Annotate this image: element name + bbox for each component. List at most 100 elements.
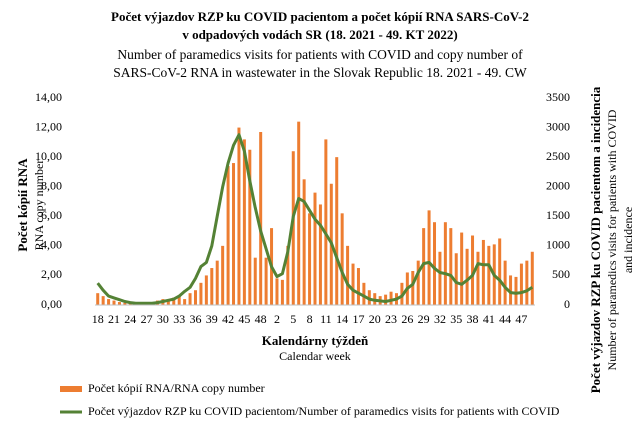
bar xyxy=(476,251,480,305)
chart-title: v odpadových vodách SR (18. 2021 - 49. K… xyxy=(182,27,457,42)
x-tick-label: 8 xyxy=(307,312,313,326)
legend-swatch xyxy=(60,386,82,392)
x-tick-label: 30 xyxy=(157,312,169,326)
x-tick-label: 5 xyxy=(290,312,296,326)
bar xyxy=(438,251,442,305)
bar xyxy=(384,294,388,305)
bar xyxy=(259,132,263,305)
y-tick-label: 6,00 xyxy=(41,208,62,222)
x-tick-label: 2 xyxy=(274,312,280,326)
x-tick-label: 42 xyxy=(222,312,234,326)
x-tick-label: 21 xyxy=(108,312,120,326)
bar xyxy=(427,210,431,305)
bar xyxy=(183,299,187,305)
x-tick-label: 48 xyxy=(255,312,267,326)
x-tick-label: 35 xyxy=(450,312,462,326)
x-tick-label: 17 xyxy=(352,312,364,326)
bar xyxy=(460,232,464,305)
bar xyxy=(172,297,176,305)
bar xyxy=(117,302,121,305)
bar xyxy=(313,192,317,305)
chart-title: Počet výjazdov RZP ku COVID pacientom a … xyxy=(111,9,529,24)
bar xyxy=(286,245,290,305)
bar xyxy=(210,268,214,305)
bar xyxy=(519,263,523,305)
y-axis-title: RNA copy number xyxy=(32,160,46,251)
x-tick-label: 44 xyxy=(499,312,511,326)
x-tick-label: 29 xyxy=(418,312,430,326)
bar xyxy=(112,300,116,305)
x-tick-label: 27 xyxy=(141,312,153,326)
bar xyxy=(96,293,100,305)
y2-tick-label: 500 xyxy=(552,267,570,281)
bar xyxy=(471,235,475,305)
x-tick-label: 41 xyxy=(483,312,495,326)
bar xyxy=(411,270,415,305)
bar xyxy=(465,248,469,305)
bar xyxy=(123,302,127,305)
y2-tick-label: 1500 xyxy=(546,208,570,222)
bar xyxy=(221,245,225,305)
bar xyxy=(188,293,192,305)
bar xyxy=(232,163,236,305)
y2-tick-label: 0 xyxy=(564,297,570,311)
y2-tick-label: 3000 xyxy=(546,119,570,133)
bar xyxy=(514,276,518,305)
bar xyxy=(237,127,241,305)
x-tick-label: 26 xyxy=(401,312,413,326)
bar xyxy=(324,139,328,305)
bar xyxy=(302,179,306,305)
bar xyxy=(449,228,453,305)
bar xyxy=(422,228,426,305)
y2-tick-label: 2000 xyxy=(546,178,570,192)
bar xyxy=(291,151,295,305)
bar xyxy=(204,275,208,305)
x-tick-label: 36 xyxy=(189,312,201,326)
bar xyxy=(530,251,534,305)
bar xyxy=(264,257,268,305)
bar xyxy=(107,299,111,305)
y-tick-label: 8,00 xyxy=(41,178,62,192)
chart-subtitle: Number of paramedics visits for patients… xyxy=(117,47,523,62)
x-axis-title: Calendar week xyxy=(279,349,351,363)
y-tick-label: 14,00 xyxy=(35,90,62,104)
x-tick-label: 32 xyxy=(434,312,446,326)
bar xyxy=(454,253,458,305)
x-tick-label: 14 xyxy=(336,312,348,326)
x-tick-label: 38 xyxy=(467,312,479,326)
y-axis-title: Počet kópií RNA xyxy=(15,158,30,252)
y2-tick-label: 1000 xyxy=(546,238,570,252)
bar xyxy=(416,260,420,305)
bar xyxy=(128,303,132,305)
bar xyxy=(248,149,252,305)
bar xyxy=(498,238,502,305)
bar xyxy=(199,282,203,305)
bar xyxy=(280,279,284,305)
y-tick-label: 0,00 xyxy=(41,297,62,311)
bar xyxy=(335,157,339,305)
x-tick-label: 47 xyxy=(515,312,527,326)
bar xyxy=(362,282,366,305)
bar xyxy=(389,291,393,305)
legend-label: Počet výjazdov RZP ku COVID pacientom/Nu… xyxy=(88,404,560,418)
bar xyxy=(433,222,437,305)
bar xyxy=(215,260,219,305)
bar xyxy=(253,257,257,305)
y2-axis-title: and incidence xyxy=(621,207,635,273)
bar xyxy=(193,290,197,305)
y2-axis-title: Počet výjazdov RZP ku COVID pacientom a … xyxy=(588,86,603,393)
bar xyxy=(356,268,360,305)
bar xyxy=(351,263,355,305)
x-tick-label: 23 xyxy=(385,312,397,326)
x-axis-title: Kalendárny týždeň xyxy=(262,333,369,348)
y2-axis-title: Number of paramedics visits for patients… xyxy=(605,109,619,370)
bar xyxy=(297,121,301,306)
bar xyxy=(503,260,507,305)
y-tick-label: 4,00 xyxy=(41,238,62,252)
y-tick-label: 10,00 xyxy=(35,149,62,163)
bar xyxy=(226,166,230,305)
bar xyxy=(340,213,344,305)
bar xyxy=(275,278,279,305)
bar xyxy=(443,222,447,305)
